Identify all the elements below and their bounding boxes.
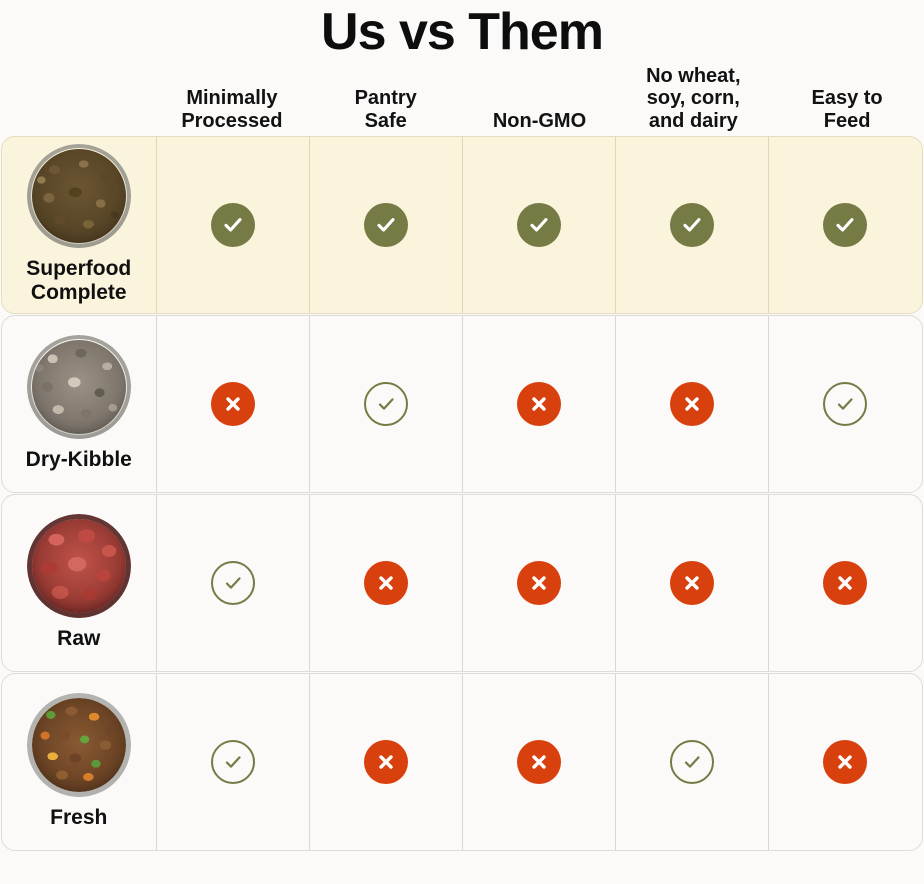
check-outline-icon <box>823 382 868 426</box>
check-filled-icon <box>823 203 868 247</box>
check-outline-icon <box>669 740 714 784</box>
product-name: Fresh <box>50 806 107 829</box>
status-cell <box>157 137 310 313</box>
status-cell <box>310 316 463 492</box>
column-header-line-2: Processed <box>181 109 283 132</box>
x-filled-icon <box>669 382 714 426</box>
status-cell <box>310 674 463 850</box>
status-cell <box>463 674 616 850</box>
status-cell <box>463 495 616 671</box>
status-cell <box>463 137 616 313</box>
product-label-cell: Superfood Complete <box>2 137 157 313</box>
column-header-line-2: soy, corn, <box>646 87 740 110</box>
column-header-no-wheat-soy-corn-dairy: No wheat, soy, corn, and dairy <box>616 65 770 132</box>
product-name-line-1: Superfood <box>26 257 132 281</box>
x-filled-icon <box>516 561 561 605</box>
check-outline-icon <box>210 740 255 784</box>
bowl-superfood-crumbles-icon <box>27 144 131 248</box>
status-cell <box>616 137 769 313</box>
table-body: Superfood Complete <box>0 136 924 851</box>
status-cell <box>616 674 769 850</box>
status-cell <box>310 137 463 313</box>
x-filled-icon <box>516 382 561 426</box>
x-filled-icon <box>210 382 255 426</box>
page-title: Us vs Them <box>321 3 604 61</box>
x-filled-icon <box>669 561 714 605</box>
column-header-minimally-processed: Minimally Processed <box>155 87 309 132</box>
column-header-easy-to-feed: Easy to Feed <box>770 87 924 132</box>
check-outline-icon <box>363 382 408 426</box>
column-header-line-2: Feed <box>823 109 871 132</box>
check-filled-icon <box>363 203 408 247</box>
table-header-row: Minimally Processed Pantry Safe Non-GMO … <box>0 58 924 136</box>
column-header-line-1: Non-GMO <box>492 109 587 132</box>
product-name-line-2: Complete <box>30 280 127 304</box>
status-cell <box>769 316 922 492</box>
column-header-non-gmo: Non-GMO <box>463 110 617 132</box>
table-row: Dry-Kibble <box>1 315 923 493</box>
status-cell <box>157 316 310 492</box>
column-header-line-1: Easy to <box>811 87 883 110</box>
x-filled-icon <box>823 561 868 605</box>
table-row: Fresh <box>1 673 923 851</box>
x-filled-icon <box>516 740 561 784</box>
check-filled-icon <box>516 203 561 247</box>
check-outline-icon <box>210 561 255 605</box>
status-cell <box>769 137 922 313</box>
status-cell <box>769 495 922 671</box>
status-cell <box>157 495 310 671</box>
column-header-line-2: Safe <box>364 109 407 132</box>
x-filled-icon <box>823 740 868 784</box>
table-row: Raw <box>1 494 923 672</box>
check-filled-icon <box>669 203 714 247</box>
check-filled-icon <box>210 203 255 247</box>
product-name: Dry-Kibble <box>26 448 132 471</box>
product-name-line-1: Dry-Kibble <box>25 447 132 471</box>
column-header-line-1: No wheat, <box>646 64 741 87</box>
product-label-cell: Dry-Kibble <box>2 316 157 492</box>
product-name: Superfood Complete <box>26 257 131 303</box>
column-header-pantry-safe: Pantry Safe <box>309 87 463 132</box>
status-cell <box>769 674 922 850</box>
status-cell <box>157 674 310 850</box>
product-label-cell: Raw <box>2 495 157 671</box>
status-cell <box>463 316 616 492</box>
status-cell <box>616 495 769 671</box>
product-name-line-1: Fresh <box>50 805 108 829</box>
bowl-raw-meat-chunks-icon <box>27 514 131 618</box>
column-header-line-1: Pantry <box>354 87 417 110</box>
x-filled-icon <box>363 561 408 605</box>
x-filled-icon <box>363 740 408 784</box>
status-cell <box>616 316 769 492</box>
status-cell <box>310 495 463 671</box>
bowl-dry-kibble-pellets-icon <box>27 335 131 439</box>
bowl-fresh-meat-and-vegetables-icon <box>27 693 131 797</box>
product-label-cell: Fresh <box>2 674 157 850</box>
column-header-line-1: Minimally <box>186 87 278 110</box>
product-name: Raw <box>57 627 100 650</box>
table-row: Superfood Complete <box>1 136 923 314</box>
product-name-line-1: Raw <box>57 626 101 650</box>
column-header-line-3: and dairy <box>648 109 738 132</box>
